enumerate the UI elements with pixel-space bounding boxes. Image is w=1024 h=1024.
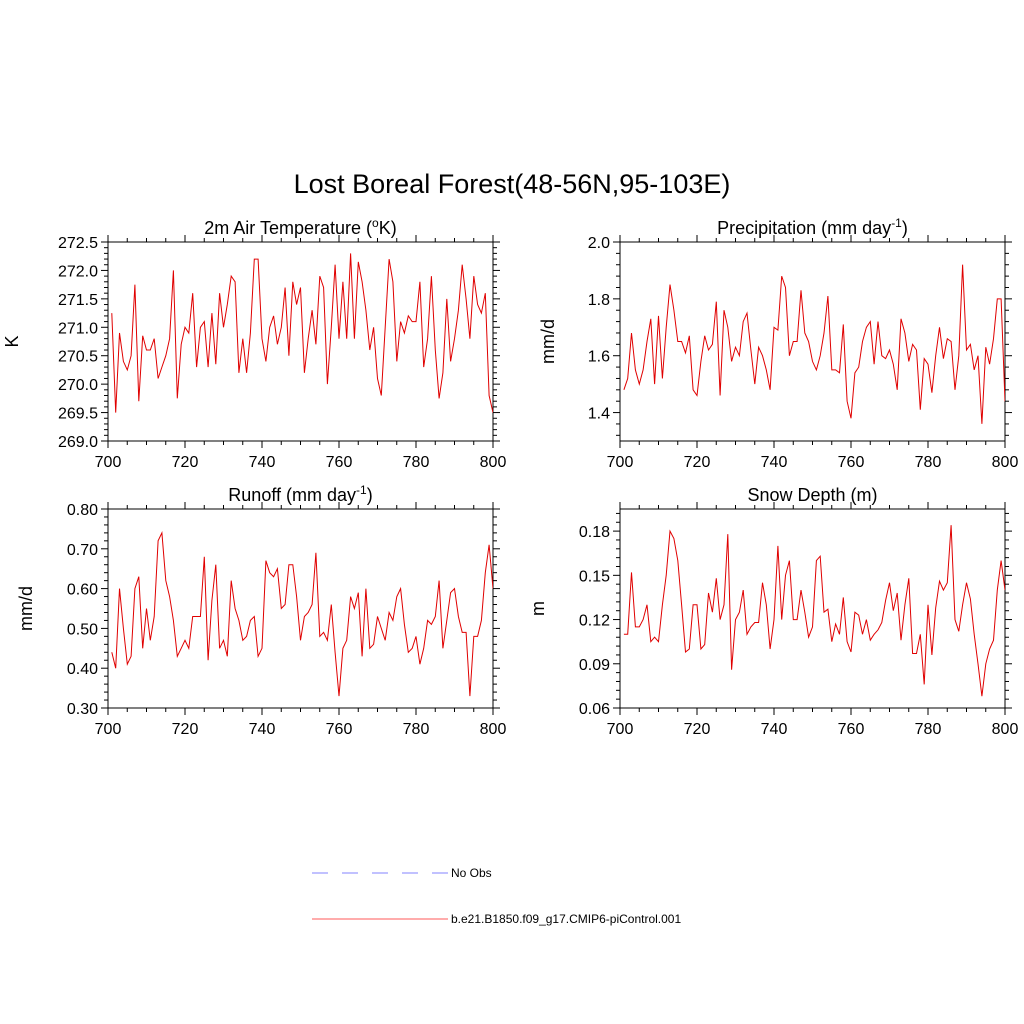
panel-0: 2m Air Temperature (oK) K 700 720 740 760 780 8… bbox=[2, 216, 506, 471]
x-tick-label: 760 bbox=[326, 721, 353, 738]
panel-title-sup: o bbox=[372, 216, 379, 230]
panel-title-main: Runoff (mm day bbox=[228, 485, 356, 505]
panel-title-end: ) bbox=[367, 485, 373, 505]
legend-item-1: b.e21.B1850.f09_g17.CMIP6-piControl.001 bbox=[312, 912, 681, 926]
x-tick-label: 760 bbox=[838, 721, 865, 738]
y-tick-label: 0.80 bbox=[67, 502, 98, 519]
panel-title-sup: -1 bbox=[891, 216, 902, 230]
y-axis-label: K bbox=[2, 335, 22, 347]
x-tick-label: 720 bbox=[172, 721, 199, 738]
y-tick-label: 0.15 bbox=[579, 568, 610, 585]
x-tick-label: 740 bbox=[761, 454, 788, 471]
x-tick-label: 720 bbox=[172, 454, 199, 471]
y-tick-label: 2.0 bbox=[588, 235, 610, 252]
panel-title: Precipitation (mm day-1) bbox=[717, 216, 908, 238]
legend-item-0: No Obs bbox=[312, 866, 492, 880]
x-tick-label: 700 bbox=[607, 454, 634, 471]
x-tick-label: 700 bbox=[607, 721, 634, 738]
panel-title-main: 2m Air Temperature ( bbox=[204, 218, 372, 238]
x-tick-label: 740 bbox=[249, 721, 276, 738]
y-tick-label: 0.50 bbox=[67, 621, 98, 638]
y-tick-label: 270.5 bbox=[58, 349, 98, 366]
x-tick-label: 740 bbox=[761, 721, 788, 738]
y-tick-label: 0.18 bbox=[579, 524, 610, 541]
y-tick-label: 0.60 bbox=[67, 582, 98, 599]
y-axis-label: mm/d bbox=[16, 586, 36, 631]
x-tick-label: 700 bbox=[95, 721, 122, 738]
y-tick-label: 269.0 bbox=[58, 434, 98, 451]
panel-title-main: Precipitation (mm day bbox=[717, 218, 891, 238]
plot-frame bbox=[619, 508, 1006, 709]
y-tick-label: 0.70 bbox=[67, 542, 98, 559]
y-tick-label: 272.0 bbox=[58, 263, 98, 280]
y-tick-label: 270.0 bbox=[58, 377, 98, 394]
panel-title-sup: -1 bbox=[356, 483, 367, 497]
panel-2: Runoff (mm day-1) mm/d 700 720 740 760 780 800 0… bbox=[16, 483, 506, 738]
y-tick-label: 271.0 bbox=[58, 320, 98, 337]
x-tick-label: 780 bbox=[403, 721, 430, 738]
y-tick-label: 1.8 bbox=[588, 292, 610, 309]
x-tick-label: 780 bbox=[915, 454, 942, 471]
x-tick-label: 760 bbox=[838, 454, 865, 471]
series-line-0 bbox=[111, 531, 493, 697]
plot-frame bbox=[107, 508, 494, 709]
y-axis-label: m bbox=[528, 601, 548, 616]
y-tick-label: 269.5 bbox=[58, 406, 98, 423]
panel-3: Snow Depth (m) m 700 720 740 760 780 800 0.06 0.0… bbox=[528, 485, 1018, 738]
y-tick-label: 0.40 bbox=[67, 661, 98, 678]
y-tick-label: 1.6 bbox=[588, 349, 610, 366]
y-axis-label: mm/d bbox=[538, 319, 558, 364]
panel-title-main: Snow Depth (m) bbox=[747, 485, 877, 505]
y-tick-label: 0.30 bbox=[67, 701, 98, 718]
panel-title: Snow Depth (m) bbox=[747, 485, 877, 505]
panel-title-end: ) bbox=[902, 218, 908, 238]
x-tick-label: 700 bbox=[95, 454, 122, 471]
x-tick-label: 800 bbox=[480, 454, 507, 471]
panel-title: 2m Air Temperature (oK) bbox=[204, 216, 396, 238]
legend: No Obs b.e21.B1850.f09_g17.CMIP6-piContro… bbox=[312, 866, 681, 926]
y-tick-label: 272.5 bbox=[58, 235, 98, 252]
x-tick-label: 740 bbox=[249, 454, 276, 471]
panels-group: 2m Air Temperature (oK) K 700 720 740 760 780 8… bbox=[2, 216, 1018, 738]
figure-title: Lost Boreal Forest(48-56N,95-103E) bbox=[294, 169, 731, 199]
x-tick-label: 800 bbox=[480, 721, 507, 738]
x-tick-label: 800 bbox=[992, 721, 1019, 738]
series-line-0 bbox=[623, 264, 1005, 424]
y-tick-label: 271.5 bbox=[58, 292, 98, 309]
y-tick-label: 0.09 bbox=[579, 657, 610, 674]
x-tick-label: 720 bbox=[684, 454, 711, 471]
panel-1: Precipitation (mm day-1) mm/d 700 720 740 760… bbox=[538, 216, 1018, 471]
series-line-0 bbox=[111, 253, 493, 413]
series-line-0 bbox=[623, 525, 1005, 697]
x-tick-label: 760 bbox=[326, 454, 353, 471]
legend-label: b.e21.B1850.f09_g17.CMIP6-piControl.001 bbox=[451, 912, 681, 926]
x-tick-label: 780 bbox=[403, 454, 430, 471]
x-tick-label: 780 bbox=[915, 721, 942, 738]
legend-label: No Obs bbox=[451, 866, 492, 880]
panel-title-end: K) bbox=[379, 218, 397, 238]
panel-title: Runoff (mm day-1) bbox=[228, 483, 372, 505]
y-tick-label: 0.12 bbox=[579, 613, 610, 630]
x-tick-label: 800 bbox=[992, 454, 1019, 471]
x-tick-label: 720 bbox=[684, 721, 711, 738]
y-tick-label: 0.06 bbox=[579, 701, 610, 718]
y-tick-label: 1.4 bbox=[588, 406, 610, 423]
